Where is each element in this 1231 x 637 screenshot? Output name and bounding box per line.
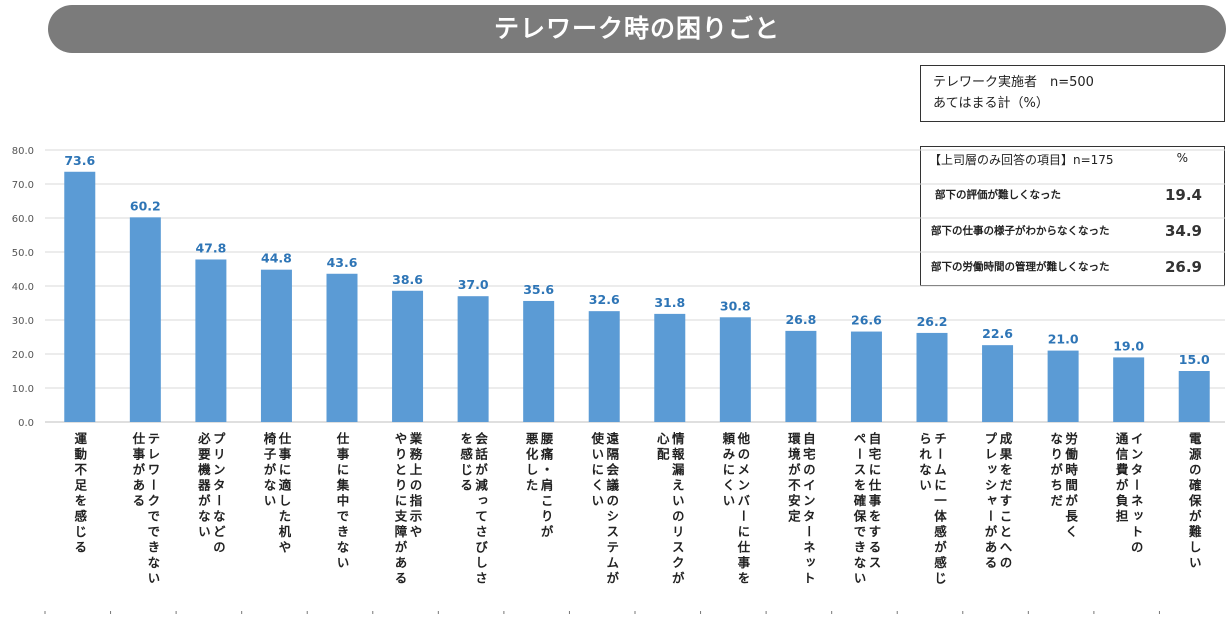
bar-value-label: 43.6 <box>327 255 358 270</box>
x-category-label: 成果をだすことへの プレッシャーがある <box>982 432 1013 572</box>
bar-value-label: 37.0 <box>458 277 489 292</box>
x-category-label: 情報漏えいのリスクが 心配 <box>654 432 685 587</box>
sample-info-line2: あてはまる計（%） <box>933 96 1049 111</box>
manager-row-value: 34.9 <box>1164 222 1202 240</box>
bar-value-label: 44.8 <box>261 251 292 266</box>
y-tick-label: 20.0 <box>12 350 34 361</box>
bar <box>1178 371 1210 422</box>
manager-row: 部下の仕事の様子がわからなくなった 34.9 <box>921 213 1224 249</box>
y-tick-label: 80.0 <box>12 146 34 157</box>
manager-row-label: 部下の評価が難しくなった <box>935 189 1061 201</box>
bar <box>785 330 817 422</box>
x-category-label: チームに一体感が感じ られない <box>917 432 947 587</box>
bar-value-label: 15.0 <box>1179 352 1210 367</box>
bar <box>260 269 292 422</box>
x-category-label: 電源の確保が難しい <box>1186 432 1202 572</box>
y-tick-label: 40.0 <box>12 282 34 293</box>
manager-row-value: 19.4 <box>1164 186 1202 204</box>
y-tick-label: 50.0 <box>12 248 34 259</box>
sample-info-line1: テレワーク実施者 n=500 <box>933 75 1094 90</box>
y-tick-label: 60.0 <box>12 214 34 225</box>
x-category-label: 会話が減ってさびしさ を感じる <box>458 432 489 587</box>
chart-title: テレワーク時の困りごと <box>493 14 780 43</box>
bar-value-label: 26.6 <box>851 313 882 328</box>
x-category-label: 運動不足を感じる <box>72 432 88 556</box>
manager-box-header: 【上司層のみ回答の項目】n=175 <box>929 153 1114 167</box>
x-category-label: プリンターなどの 必要機器がない <box>195 432 226 556</box>
manager-row-label: 部下の仕事の様子がわからなくなった <box>931 225 1110 237</box>
bar <box>588 311 620 422</box>
bar <box>982 345 1014 422</box>
manager-row-label: 部下の労働時間の管理が難しくなった <box>931 261 1110 273</box>
y-tick-label: 30.0 <box>12 316 34 327</box>
bar-value-label: 47.8 <box>195 240 226 255</box>
x-category-label: 仕事に集中できない <box>334 432 350 572</box>
title-banner: テレワーク時の困りごと <box>48 5 1226 53</box>
bar-value-label: 26.2 <box>917 314 948 329</box>
x-category-label: 腰痛・肩こりが 悪化した <box>523 432 554 541</box>
x-category-label: インターネットの 通信費が負担 <box>1113 432 1144 556</box>
x-category-label: 自宅のインターネット 環境が不安定 <box>785 432 816 587</box>
bar-value-label: 21.0 <box>1048 332 1079 347</box>
bar <box>850 331 882 422</box>
bar-value-label: 19.0 <box>1113 338 1144 353</box>
y-tick-label: 70.0 <box>12 180 34 191</box>
manager-row: 部下の労働時間の管理が難しくなった 26.9 <box>921 249 1224 285</box>
bar <box>916 332 948 422</box>
manager-row-value: 26.9 <box>1164 258 1202 276</box>
bar <box>129 217 161 422</box>
bar-value-label: 60.2 <box>130 198 161 213</box>
bar <box>719 317 751 422</box>
bar-value-label: 73.6 <box>64 153 95 168</box>
x-category-label: テレワークでできない 仕事がある <box>130 432 161 587</box>
bar <box>392 290 424 422</box>
bar-value-label: 38.6 <box>392 272 423 287</box>
y-tick-label: 10.0 <box>12 384 34 395</box>
bar <box>523 300 555 422</box>
bar <box>64 171 96 422</box>
bar-value-label: 31.8 <box>654 295 685 310</box>
x-category-label: 仕事に適した机や 椅子がない <box>261 432 292 556</box>
manager-box-unit: % <box>1176 151 1188 165</box>
bar <box>195 259 227 422</box>
x-category-label: 遠隔会議のシステムが 使いにくい <box>589 432 620 587</box>
x-category-label: 他のメンバーに仕事を 頼みにくい <box>720 432 751 587</box>
x-category-label: 自宅に仕事をするス ペースを確保できない <box>851 432 882 587</box>
bar <box>1047 350 1079 422</box>
bar-value-label: 22.6 <box>982 326 1013 341</box>
x-category-label: 労働時間が長く なりがちだ <box>1048 432 1079 541</box>
bar <box>654 313 686 422</box>
bar <box>326 273 358 422</box>
manager-items-box: 【上司層のみ回答の項目】n=175 % 部下の評価が難しくなった 19.4 部下… <box>920 146 1225 286</box>
bar-value-label: 26.8 <box>785 312 816 327</box>
sample-info-box: テレワーク実施者 n=500 あてはまる計（%） <box>920 65 1225 122</box>
bar-value-label: 30.8 <box>720 298 751 313</box>
bar <box>1113 357 1145 422</box>
bar-value-label: 35.6 <box>523 282 554 297</box>
y-tick-label: 0.0 <box>18 418 34 429</box>
x-category-label: 業務上の指示や やりとりに支障がある <box>392 432 423 587</box>
bar <box>457 296 489 422</box>
bar-value-label: 32.6 <box>589 292 620 307</box>
manager-row: 部下の評価が難しくなった 19.4 <box>921 177 1224 213</box>
